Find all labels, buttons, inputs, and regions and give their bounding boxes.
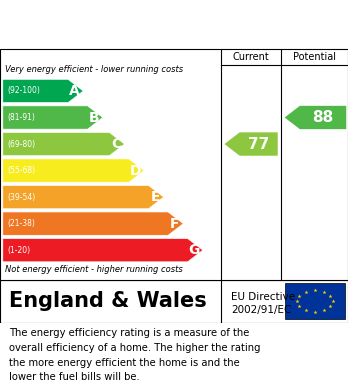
Text: Energy Efficiency Rating: Energy Efficiency Rating: [10, 15, 239, 34]
Text: Not energy efficient - higher running costs: Not energy efficient - higher running co…: [5, 265, 182, 274]
Text: Potential: Potential: [293, 52, 336, 62]
Polygon shape: [3, 106, 103, 129]
Polygon shape: [3, 133, 125, 156]
Text: 77: 77: [248, 136, 269, 152]
Polygon shape: [285, 106, 346, 129]
Text: (81-91): (81-91): [7, 113, 35, 122]
Text: (55-68): (55-68): [7, 166, 35, 175]
Bar: [285, 283, 345, 319]
Text: B: B: [89, 111, 100, 124]
Text: (92-100): (92-100): [7, 86, 40, 95]
Text: D: D: [130, 163, 141, 178]
Polygon shape: [224, 133, 278, 156]
Text: England & Wales: England & Wales: [9, 291, 206, 311]
Text: (69-80): (69-80): [7, 140, 35, 149]
Text: Current: Current: [233, 52, 269, 62]
Text: (1-20): (1-20): [7, 246, 30, 255]
Text: E: E: [150, 190, 160, 204]
Text: 2002/91/EC: 2002/91/EC: [231, 305, 292, 315]
Text: Very energy efficient - lower running costs: Very energy efficient - lower running co…: [5, 65, 183, 74]
Text: (39-54): (39-54): [7, 193, 35, 202]
Polygon shape: [3, 239, 203, 262]
Text: EU Directive: EU Directive: [231, 292, 295, 302]
Text: A: A: [69, 84, 80, 98]
Polygon shape: [3, 159, 144, 182]
Text: The energy efficiency rating is a measure of the
overall efficiency of a home. T: The energy efficiency rating is a measur…: [9, 328, 260, 382]
Text: (21-38): (21-38): [7, 219, 35, 228]
Text: F: F: [170, 217, 180, 231]
Text: 88: 88: [313, 110, 334, 125]
Text: C: C: [111, 137, 121, 151]
Polygon shape: [3, 185, 164, 209]
Polygon shape: [3, 79, 83, 103]
Text: G: G: [189, 243, 200, 257]
Polygon shape: [3, 212, 183, 235]
